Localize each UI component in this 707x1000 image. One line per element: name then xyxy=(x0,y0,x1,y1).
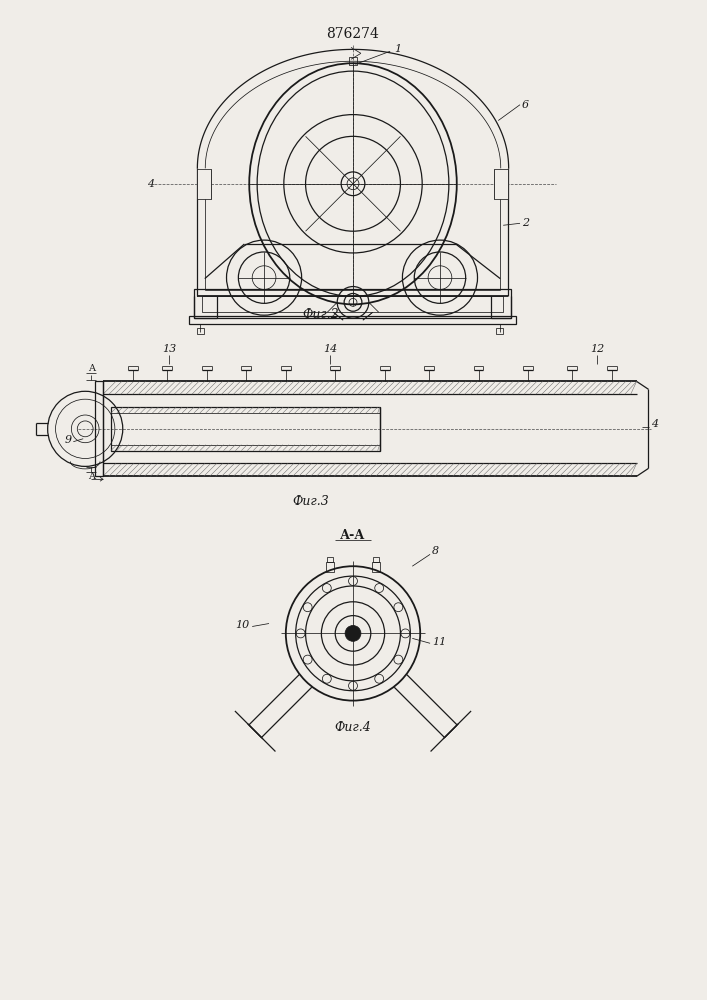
Text: Фиг.4: Фиг.4 xyxy=(334,721,371,734)
Bar xyxy=(373,557,379,562)
Text: 876274: 876274 xyxy=(327,27,380,41)
Text: 8: 8 xyxy=(432,546,439,556)
Text: 4: 4 xyxy=(651,419,659,429)
Bar xyxy=(496,328,503,334)
Text: 6: 6 xyxy=(522,100,529,110)
Text: 1: 1 xyxy=(395,44,402,54)
Text: 2: 2 xyxy=(522,218,529,228)
Bar xyxy=(95,381,103,476)
Circle shape xyxy=(345,626,361,641)
Text: A: A xyxy=(88,472,95,481)
Bar xyxy=(197,169,211,199)
Text: 12: 12 xyxy=(590,344,604,354)
Text: 11: 11 xyxy=(432,637,446,647)
Bar xyxy=(372,562,380,572)
Bar xyxy=(327,557,333,562)
Bar xyxy=(494,169,508,199)
Text: 14: 14 xyxy=(323,344,337,354)
Text: 13: 13 xyxy=(162,344,176,354)
Text: 4: 4 xyxy=(147,179,154,189)
Bar xyxy=(326,562,334,572)
Text: А-А: А-А xyxy=(340,529,366,542)
Text: A: A xyxy=(88,364,95,373)
Text: 10: 10 xyxy=(235,620,250,630)
Text: Фиг.3: Фиг.3 xyxy=(292,495,329,508)
Bar xyxy=(201,296,503,312)
Bar xyxy=(197,328,204,334)
Text: 9: 9 xyxy=(64,435,71,445)
Bar xyxy=(111,407,380,451)
Text: Фиг.2: Фиг.2 xyxy=(302,308,339,321)
Bar xyxy=(349,57,357,65)
Bar xyxy=(194,289,511,318)
Bar xyxy=(189,316,516,324)
